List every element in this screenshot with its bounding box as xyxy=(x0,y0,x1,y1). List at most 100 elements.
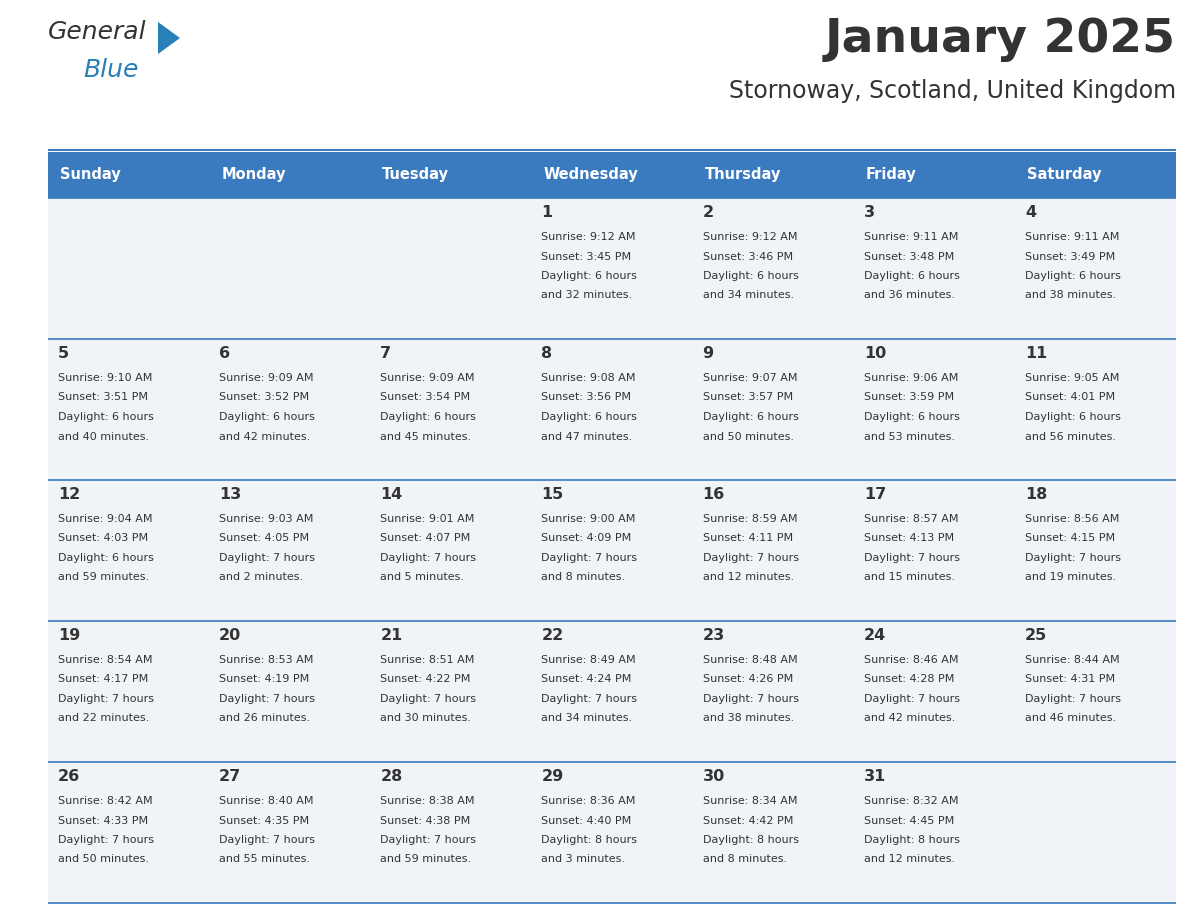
Text: and 50 minutes.: and 50 minutes. xyxy=(702,431,794,442)
Bar xyxy=(531,762,693,903)
Bar xyxy=(854,762,1015,903)
Bar xyxy=(209,762,371,903)
Text: 7: 7 xyxy=(380,346,391,361)
Text: Daylight: 6 hours: Daylight: 6 hours xyxy=(864,412,960,422)
Bar xyxy=(371,198,531,339)
Text: Daylight: 7 hours: Daylight: 7 hours xyxy=(58,694,154,704)
Bar xyxy=(48,762,209,903)
Bar xyxy=(371,762,531,903)
Text: Daylight: 6 hours: Daylight: 6 hours xyxy=(58,412,154,422)
Text: Daylight: 7 hours: Daylight: 7 hours xyxy=(864,694,960,704)
Text: 8: 8 xyxy=(542,346,552,361)
Text: Sunset: 3:49 PM: Sunset: 3:49 PM xyxy=(1025,252,1116,262)
Text: Sunrise: 9:09 AM: Sunrise: 9:09 AM xyxy=(380,373,475,383)
Text: 28: 28 xyxy=(380,769,403,784)
Text: Daylight: 6 hours: Daylight: 6 hours xyxy=(542,412,637,422)
Text: 19: 19 xyxy=(58,628,81,643)
Text: Sunset: 3:57 PM: Sunset: 3:57 PM xyxy=(702,393,792,402)
Text: Daylight: 6 hours: Daylight: 6 hours xyxy=(1025,412,1120,422)
Text: Sunrise: 8:56 AM: Sunrise: 8:56 AM xyxy=(1025,514,1119,524)
Text: and 56 minutes.: and 56 minutes. xyxy=(1025,431,1116,442)
Text: Sunset: 3:56 PM: Sunset: 3:56 PM xyxy=(542,393,632,402)
Text: Sunset: 3:51 PM: Sunset: 3:51 PM xyxy=(58,393,148,402)
Text: Sunset: 4:01 PM: Sunset: 4:01 PM xyxy=(1025,393,1116,402)
Bar xyxy=(48,339,209,480)
Text: Sunset: 4:35 PM: Sunset: 4:35 PM xyxy=(219,815,309,825)
Text: General: General xyxy=(48,20,146,44)
Bar xyxy=(1015,198,1176,339)
Text: 24: 24 xyxy=(864,628,886,643)
Text: Sunday: Sunday xyxy=(61,167,121,183)
Text: Sunset: 4:38 PM: Sunset: 4:38 PM xyxy=(380,815,470,825)
Text: 29: 29 xyxy=(542,769,563,784)
Text: Sunset: 4:15 PM: Sunset: 4:15 PM xyxy=(1025,533,1116,543)
Text: Sunset: 4:17 PM: Sunset: 4:17 PM xyxy=(58,675,148,685)
Text: 16: 16 xyxy=(702,487,725,502)
Text: Sunset: 4:22 PM: Sunset: 4:22 PM xyxy=(380,675,470,685)
Text: and 47 minutes.: and 47 minutes. xyxy=(542,431,633,442)
Text: Sunrise: 8:46 AM: Sunrise: 8:46 AM xyxy=(864,655,959,665)
Text: Daylight: 8 hours: Daylight: 8 hours xyxy=(702,835,798,845)
Text: Sunset: 3:52 PM: Sunset: 3:52 PM xyxy=(219,393,309,402)
Text: 11: 11 xyxy=(1025,346,1047,361)
Text: 21: 21 xyxy=(380,628,403,643)
Bar xyxy=(693,339,854,480)
Text: and 38 minutes.: and 38 minutes. xyxy=(702,713,794,723)
Text: Daylight: 7 hours: Daylight: 7 hours xyxy=(1025,553,1120,563)
Text: Sunset: 4:24 PM: Sunset: 4:24 PM xyxy=(542,675,632,685)
Text: Sunset: 4:31 PM: Sunset: 4:31 PM xyxy=(1025,675,1116,685)
Bar xyxy=(48,621,209,762)
Bar xyxy=(371,152,531,198)
Bar xyxy=(209,480,371,621)
Text: Sunset: 3:59 PM: Sunset: 3:59 PM xyxy=(864,393,954,402)
Text: and 55 minutes.: and 55 minutes. xyxy=(219,855,310,865)
Text: and 12 minutes.: and 12 minutes. xyxy=(702,573,794,583)
Text: 4: 4 xyxy=(1025,205,1036,220)
Text: Wednesday: Wednesday xyxy=(543,167,638,183)
Text: Sunset: 4:03 PM: Sunset: 4:03 PM xyxy=(58,533,148,543)
Bar xyxy=(371,339,531,480)
Text: Monday: Monday xyxy=(221,167,285,183)
Text: Sunrise: 9:05 AM: Sunrise: 9:05 AM xyxy=(1025,373,1119,383)
Text: Sunrise: 8:32 AM: Sunrise: 8:32 AM xyxy=(864,796,959,806)
Text: Sunrise: 9:06 AM: Sunrise: 9:06 AM xyxy=(864,373,958,383)
Text: Sunrise: 9:12 AM: Sunrise: 9:12 AM xyxy=(542,232,636,242)
Text: Sunrise: 8:38 AM: Sunrise: 8:38 AM xyxy=(380,796,475,806)
Text: 12: 12 xyxy=(58,487,81,502)
Text: Daylight: 6 hours: Daylight: 6 hours xyxy=(702,271,798,281)
Text: Sunrise: 9:09 AM: Sunrise: 9:09 AM xyxy=(219,373,314,383)
Bar xyxy=(854,480,1015,621)
Text: Daylight: 7 hours: Daylight: 7 hours xyxy=(542,694,638,704)
Text: 1: 1 xyxy=(542,205,552,220)
Text: 23: 23 xyxy=(702,628,725,643)
Text: and 34 minutes.: and 34 minutes. xyxy=(542,713,632,723)
Text: Daylight: 7 hours: Daylight: 7 hours xyxy=(380,553,476,563)
Text: and 34 minutes.: and 34 minutes. xyxy=(702,290,794,300)
Text: Daylight: 6 hours: Daylight: 6 hours xyxy=(864,271,960,281)
Text: Sunrise: 8:57 AM: Sunrise: 8:57 AM xyxy=(864,514,959,524)
Text: Sunrise: 9:08 AM: Sunrise: 9:08 AM xyxy=(542,373,636,383)
Text: Blue: Blue xyxy=(83,58,138,82)
Text: 30: 30 xyxy=(702,769,725,784)
Text: Sunrise: 8:53 AM: Sunrise: 8:53 AM xyxy=(219,655,314,665)
Text: 25: 25 xyxy=(1025,628,1047,643)
Text: Sunset: 4:09 PM: Sunset: 4:09 PM xyxy=(542,533,632,543)
Text: 31: 31 xyxy=(864,769,886,784)
Text: and 22 minutes.: and 22 minutes. xyxy=(58,713,150,723)
Bar xyxy=(693,198,854,339)
Text: Daylight: 6 hours: Daylight: 6 hours xyxy=(1025,271,1120,281)
Text: Sunrise: 8:34 AM: Sunrise: 8:34 AM xyxy=(702,796,797,806)
Bar xyxy=(531,480,693,621)
Bar xyxy=(531,198,693,339)
Text: 10: 10 xyxy=(864,346,886,361)
Text: 3: 3 xyxy=(864,205,874,220)
Text: and 38 minutes.: and 38 minutes. xyxy=(1025,290,1116,300)
Text: Sunrise: 8:42 AM: Sunrise: 8:42 AM xyxy=(58,796,152,806)
Text: 17: 17 xyxy=(864,487,886,502)
Bar xyxy=(209,198,371,339)
Text: Sunset: 4:40 PM: Sunset: 4:40 PM xyxy=(542,815,632,825)
Text: January 2025: January 2025 xyxy=(824,17,1176,62)
Text: and 53 minutes.: and 53 minutes. xyxy=(864,431,955,442)
Bar xyxy=(531,339,693,480)
Bar xyxy=(1015,339,1176,480)
